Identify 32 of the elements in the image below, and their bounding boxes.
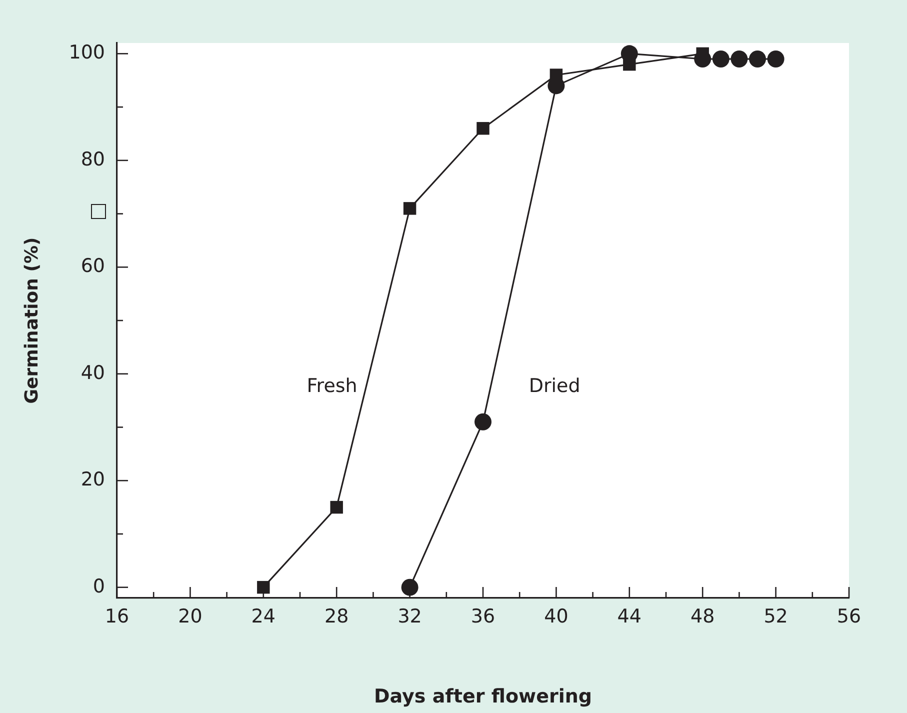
point [330,500,343,514]
point [476,122,490,135]
y-tick-label: 0 [92,575,105,598]
y-tick-label: 100 [68,42,105,64]
x-tick-label: 16 [104,605,130,628]
x-tick-label: 48 [690,605,715,628]
x-tick-label: 20 [178,605,202,628]
y-tick-label: 60 [80,255,105,278]
x-tick-label: 36 [470,605,496,628]
y-tick-label: 20 [80,468,105,491]
x-tick-label: 56 [836,605,862,628]
x-tick-label: 40 [544,605,568,628]
point [712,50,730,68]
y-axis-title: Germination (%) [21,237,42,404]
series-label: Dried [528,375,580,398]
point [474,413,492,430]
point [767,50,784,68]
x-tick-label: 28 [324,605,349,628]
point [403,202,416,215]
series-label: Fresh [306,375,358,398]
y-tick-label: 40 [80,362,105,384]
point [257,580,270,594]
y-tick-label: 80 [80,148,105,170]
x-tick-label: 44 [617,605,642,628]
point [730,50,748,68]
x-tick-label: 52 [764,605,788,628]
x-tick-label: 32 [398,605,422,628]
point [550,68,563,82]
x-axis-title: Days after flowering [374,686,592,708]
point [749,50,766,68]
x-tick-label: 24 [251,605,276,628]
point [623,58,636,71]
